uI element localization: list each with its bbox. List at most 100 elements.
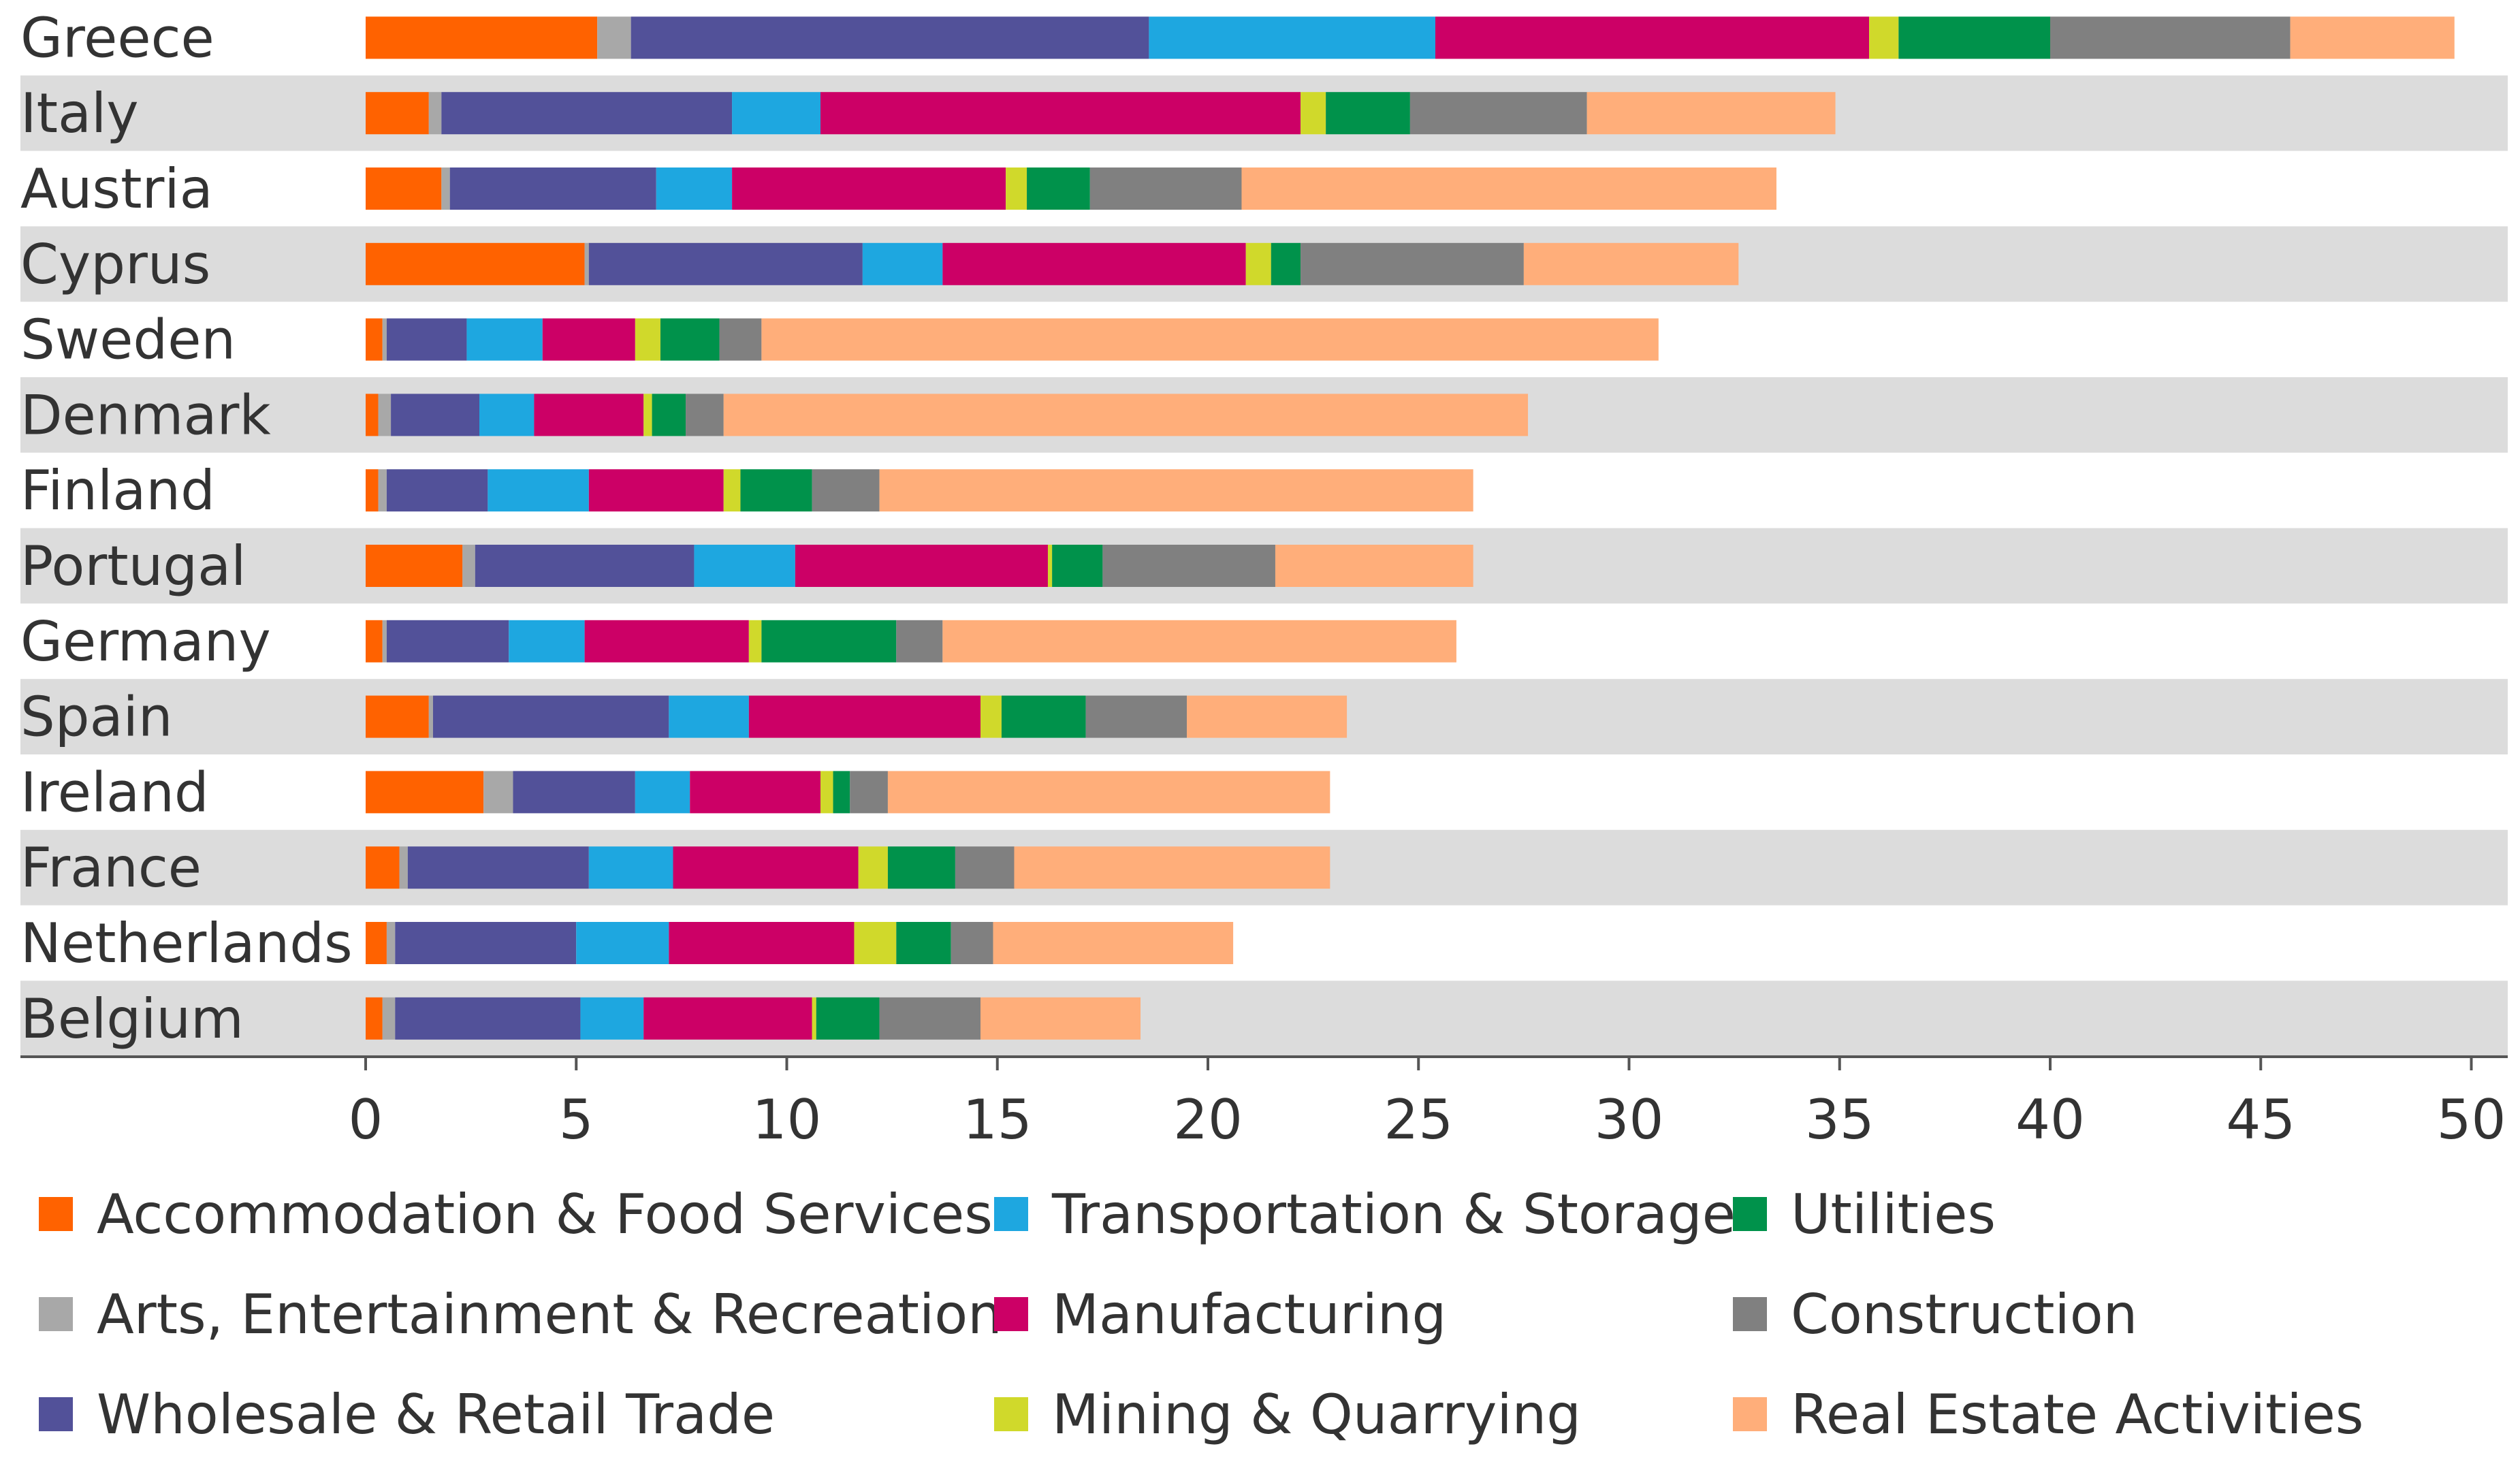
country-label: Netherlands: [20, 912, 353, 975]
bar-segment: [1149, 16, 1435, 59]
bar-segment: [382, 318, 387, 361]
country-label: Sweden: [20, 308, 236, 372]
bar-segment: [366, 922, 387, 964]
bar-segment: [862, 242, 943, 285]
bar-segment: [1047, 545, 1053, 587]
bar-segment: [449, 167, 656, 210]
x-tick-label: 50: [2437, 1088, 2506, 1151]
bar-segment: [1586, 92, 1836, 135]
bar-segment: [1027, 167, 1090, 210]
country-label: Austria: [20, 157, 213, 221]
bar-segment: [1271, 242, 1301, 285]
x-tick-label: 45: [2226, 1088, 2295, 1151]
x-tick-label: 0: [349, 1088, 383, 1151]
bar-segment: [1301, 92, 1326, 135]
bar-segment: [879, 997, 981, 1040]
bar-segment: [366, 16, 598, 59]
bar-segment: [694, 545, 795, 587]
bar-segment: [588, 469, 724, 512]
legend-swatch: [39, 1297, 73, 1331]
bar-segment: [748, 695, 981, 738]
bar-segment: [542, 318, 635, 361]
bar-segment: [386, 469, 488, 512]
bars: [366, 16, 2455, 1040]
bar-segment: [748, 620, 762, 663]
bar-segment: [1085, 695, 1187, 738]
bar-segment: [656, 167, 733, 210]
x-tick-label: 25: [1384, 1088, 1453, 1151]
bar-segment: [660, 318, 720, 361]
bar-segment: [580, 997, 644, 1040]
legend: Accommodation & Food Services Transportat…: [39, 1183, 2363, 1446]
bar-segment: [1326, 92, 1410, 135]
bar-segment: [820, 771, 833, 814]
bar-segment: [1301, 242, 1524, 285]
bar-segment: [366, 846, 400, 889]
bar-segment: [854, 922, 897, 964]
bar-segment: [942, 620, 1456, 663]
legend-swatch: [1733, 1297, 1767, 1331]
bar-segment: [719, 318, 762, 361]
x-tick-label: 35: [1805, 1088, 1875, 1151]
legend-swatch: [39, 1397, 73, 1431]
bar-segment: [635, 771, 690, 814]
bar-segment: [366, 620, 383, 663]
bar-segment: [597, 16, 631, 59]
bar-segment: [391, 394, 479, 436]
country-label: Greece: [20, 6, 214, 69]
bar-segment: [2290, 16, 2455, 59]
legend-label: Wholesale & Retail Trade: [97, 1383, 775, 1446]
bar-segment: [643, 997, 812, 1040]
bar-segment: [366, 695, 429, 738]
bar-segment: [980, 695, 1002, 738]
country-label: Spain: [20, 686, 173, 749]
bar-segment: [690, 771, 820, 814]
bar-segment: [1869, 16, 1899, 59]
bar-segment: [483, 771, 513, 814]
bar-segment: [732, 92, 820, 135]
bar-segment: [643, 394, 652, 436]
bar-segment: [466, 318, 543, 361]
legend-label: Mining & Quarrying: [1052, 1383, 1581, 1446]
bar-segment: [378, 394, 392, 436]
legend-label: Accommodation & Food Services: [97, 1183, 993, 1246]
bar-segment: [1089, 167, 1242, 210]
bar-segment: [1102, 545, 1275, 587]
bar-segment: [366, 771, 484, 814]
bar-segment: [669, 922, 855, 964]
bar-segment: [652, 394, 686, 436]
bar-segment: [887, 846, 955, 889]
bar-segment: [833, 771, 850, 814]
x-axis-ticks: 0 5 10 15 20 25 30 35 40 45 50: [349, 1057, 2506, 1151]
country-label: Belgium: [20, 987, 244, 1051]
bar-segment: [1187, 695, 1347, 738]
bar-segment: [366, 545, 463, 587]
bar-segment: [896, 922, 951, 964]
bar-segment: [378, 469, 387, 512]
bar-segment: [635, 318, 660, 361]
bar-segment: [366, 92, 429, 135]
bar-segment: [669, 695, 749, 738]
bar-segment: [441, 92, 733, 135]
bar-segment: [887, 771, 1330, 814]
bar-segment: [673, 846, 859, 889]
bar-segment: [584, 242, 589, 285]
bar-segment: [723, 469, 741, 512]
bar-segment: [1001, 695, 1086, 738]
bar-segment: [366, 167, 442, 210]
legend-label: Real Estate Activities: [1791, 1383, 2363, 1446]
bar-segment: [795, 545, 1048, 587]
bar-segment: [382, 997, 396, 1040]
bar-segment: [407, 846, 589, 889]
bar-segment: [812, 469, 880, 512]
bar-segment: [366, 997, 383, 1040]
bar-segment: [588, 242, 863, 285]
x-tick-label: 20: [1173, 1088, 1243, 1151]
bar-segment: [366, 318, 383, 361]
bar-segment: [395, 922, 577, 964]
bar-segment: [382, 620, 387, 663]
bar-segment: [740, 469, 812, 512]
bar-segment: [850, 771, 888, 814]
bar-segment: [858, 846, 888, 889]
bar-segment: [386, 922, 396, 964]
